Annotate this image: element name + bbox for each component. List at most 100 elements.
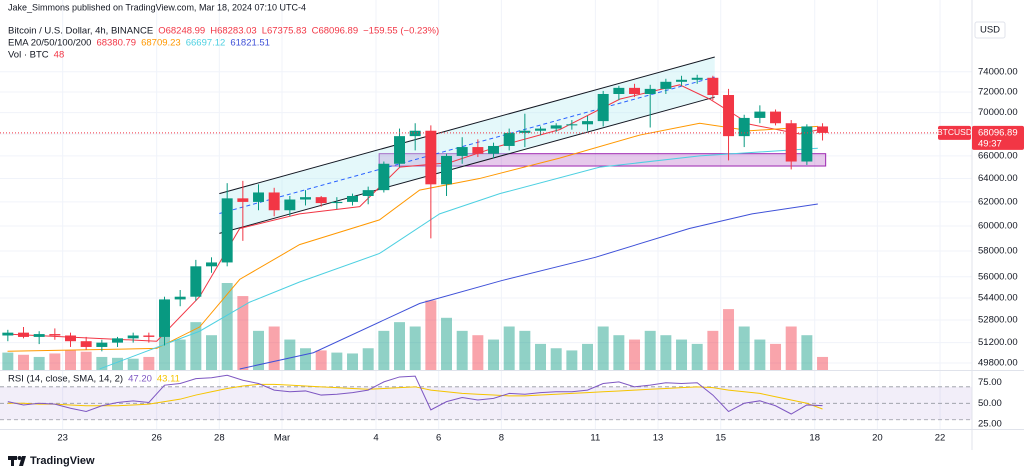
volume-bar (268, 326, 280, 370)
channel-lower (219, 96, 715, 234)
volume-layer (2, 283, 829, 370)
symbol-tag-box (938, 125, 971, 140)
y-tick-label: 74000.00 (978, 66, 1018, 77)
y-tick-label: 60000.00 (978, 221, 1018, 232)
candle-body (315, 197, 327, 204)
volume-bar (2, 352, 14, 370)
ema-line (239, 203, 818, 370)
volume-bar (519, 330, 531, 370)
legend-layer: Bitcoin / U.S. Dollar, 4h, BINANCE O68248… (8, 26, 439, 385)
candle-body (18, 332, 29, 337)
rsi-tick-label: 25.00 (978, 418, 1002, 429)
y-tick-label: 51200.00 (978, 337, 1018, 348)
x-tick-label: 28 (214, 433, 225, 444)
candle-body (394, 136, 405, 164)
legend-text: 66697.12 (186, 38, 226, 49)
volume-bar (441, 317, 453, 370)
volume-bar (237, 296, 249, 370)
volume-bar (96, 356, 108, 370)
volume-bar (613, 335, 625, 370)
candle-body (425, 130, 437, 185)
candle-body (801, 126, 813, 162)
volume-bar (425, 300, 437, 370)
x-tick-label: 26 (151, 433, 162, 444)
candle-body (253, 192, 264, 202)
volume-bar (691, 343, 703, 370)
volume-bar (535, 343, 547, 370)
volume-bar (159, 330, 170, 370)
volume-bar (378, 330, 390, 370)
candle-body (96, 342, 108, 347)
currency-box[interactable] (974, 21, 1006, 39)
volume-bar (315, 350, 327, 370)
volume-bar (80, 351, 92, 370)
legend-text: O68248.99 (158, 26, 205, 37)
volume-bar (65, 350, 76, 370)
volume-bar (18, 354, 29, 370)
candle-body (503, 132, 515, 146)
candles-layer (0, 74, 972, 352)
volume-bar (801, 335, 813, 370)
volume-bar (488, 339, 500, 370)
channel-fill (219, 57, 715, 234)
x-tick-label: 23 (57, 433, 68, 444)
volume-bar (284, 339, 296, 370)
candle-body (409, 130, 421, 137)
ema-line (7, 122, 818, 352)
channel-mid (219, 76, 715, 215)
y-tick-label: 70000.00 (978, 107, 1018, 118)
volume-bar (738, 326, 750, 370)
y-tick-label: 49800.00 (978, 358, 1018, 369)
candle-body (2, 332, 14, 336)
support-zone (378, 153, 827, 167)
volume-bar (253, 330, 264, 370)
candle-body (550, 125, 562, 129)
x-tick-label: 4 (373, 433, 378, 444)
x-tick-label: Mar (274, 433, 290, 444)
axis-layer: 74000.0072000.0070000.0068000.0066000.00… (57, 66, 1024, 444)
volume-bar (362, 348, 374, 370)
volume-bar (660, 335, 672, 370)
candle-body (347, 195, 358, 202)
candle-body (738, 117, 750, 137)
volume-bar (456, 330, 468, 370)
ema-layer (7, 84, 818, 370)
y-tick-label: 58000.00 (978, 245, 1018, 256)
currency-label: USD (980, 25, 1000, 36)
rsi-tick-label: 50.00 (978, 398, 1002, 409)
legend-text: 68709.23 (141, 38, 181, 49)
candle-body (582, 121, 594, 125)
candle-body (300, 197, 311, 200)
volume-bar (347, 353, 358, 370)
legend-text: 43.11 (157, 374, 180, 385)
candle-body (441, 155, 453, 185)
candle-body (49, 334, 61, 336)
candle-body (284, 199, 296, 211)
volume-bar (174, 339, 186, 370)
y-tick-label: 66000.00 (978, 150, 1018, 161)
rsi-sma-line (7, 383, 823, 410)
volume-bar (33, 356, 45, 370)
volume-bar (331, 352, 343, 370)
price-axis-bg (972, 0, 1024, 450)
x-tick-label: 8 (499, 433, 504, 444)
last-price-box (972, 125, 1024, 150)
candle-body (331, 201, 343, 204)
y-tick-label: 62000.00 (978, 196, 1018, 207)
grid-layer (0, 0, 972, 429)
legend-text: Vol · BTC (8, 50, 49, 61)
brand-logo (8, 456, 26, 466)
candle-body (127, 335, 139, 339)
legend-text: EMA 20/50/100/200 (8, 38, 91, 49)
candle-body (707, 77, 719, 96)
volume-bar (676, 339, 688, 370)
legend-text: Bitcoin / U.S. Dollar, 4h, BINANCE (8, 26, 153, 37)
volume-bar (597, 326, 609, 370)
candle-body (206, 262, 217, 267)
candle-body (566, 124, 578, 126)
candle-body (237, 198, 249, 202)
y-tick-label: 72000.00 (978, 86, 1018, 97)
y-tick-label: 52800.00 (978, 315, 1018, 326)
candle-body (644, 88, 656, 94)
